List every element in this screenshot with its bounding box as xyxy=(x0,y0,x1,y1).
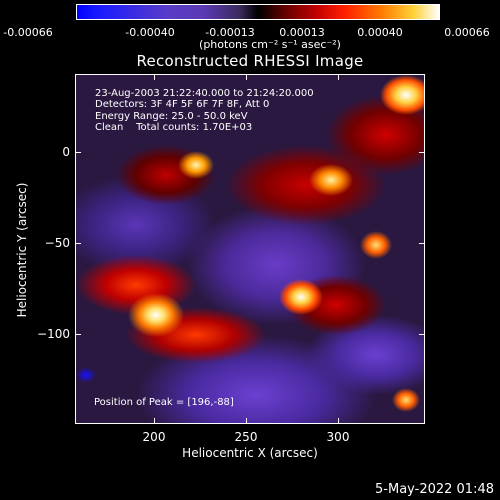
colorbar-labels: -0.00066 -0.00040 -0.00013 0.00013 0.000… xyxy=(0,0,500,40)
y-tick-label: −50 xyxy=(44,236,70,250)
x-axis-title: Heliocentric X (arcsec) xyxy=(182,446,318,460)
y-tick xyxy=(419,243,425,244)
x-tick xyxy=(246,74,247,80)
y-tick xyxy=(75,152,81,153)
x-tick xyxy=(154,74,155,80)
energy-range-text: Energy Range: 25.0 - 50.0 keV xyxy=(95,111,248,122)
x-tick-label: 250 xyxy=(234,430,258,444)
colorbar-label: -0.00066 xyxy=(3,26,53,39)
detectors-text: Detectors: 3F 4F 5F 6F 7F 8F, Att 0 xyxy=(95,99,270,110)
x-tick xyxy=(338,74,339,80)
x-tick xyxy=(154,418,155,424)
colorbar xyxy=(76,4,440,20)
y-axis-title: Heliocentric Y (arcsec) xyxy=(15,182,29,318)
x-tick-label: 300 xyxy=(326,430,350,444)
y-tick xyxy=(419,334,425,335)
x-tick xyxy=(338,418,339,424)
generation-date: 5-May-2022 01:48 xyxy=(375,482,494,497)
y-tick-label: −100 xyxy=(37,327,70,341)
y-tick xyxy=(419,152,425,153)
y-tick xyxy=(75,334,81,335)
colorbar-units: (photons cm⁻² s⁻¹ asec⁻²) xyxy=(199,38,341,51)
peak-position-text: Position of Peak = [196,-88] xyxy=(94,397,234,408)
colorbar-label: 0.00040 xyxy=(357,26,403,39)
time-range-text: 23-Aug-2003 21:22:40.000 to 21:24:20.000 xyxy=(95,88,314,99)
x-tick-label: 200 xyxy=(142,430,166,444)
colorbar-label: -0.00040 xyxy=(125,26,175,39)
x-tick xyxy=(246,418,247,424)
rhessi-image xyxy=(75,74,425,424)
y-tick xyxy=(75,243,81,244)
clean-counts-text: Clean Total counts: 1.70E+03 xyxy=(95,122,253,133)
colorbar-label: 0.00013 xyxy=(279,26,325,39)
image-title: Reconstructed RHESSI Image xyxy=(136,52,364,70)
colorbar-label: 0.00066 xyxy=(444,26,490,39)
colorbar-label: -0.00013 xyxy=(205,26,255,39)
y-tick-label: 0 xyxy=(62,145,70,159)
